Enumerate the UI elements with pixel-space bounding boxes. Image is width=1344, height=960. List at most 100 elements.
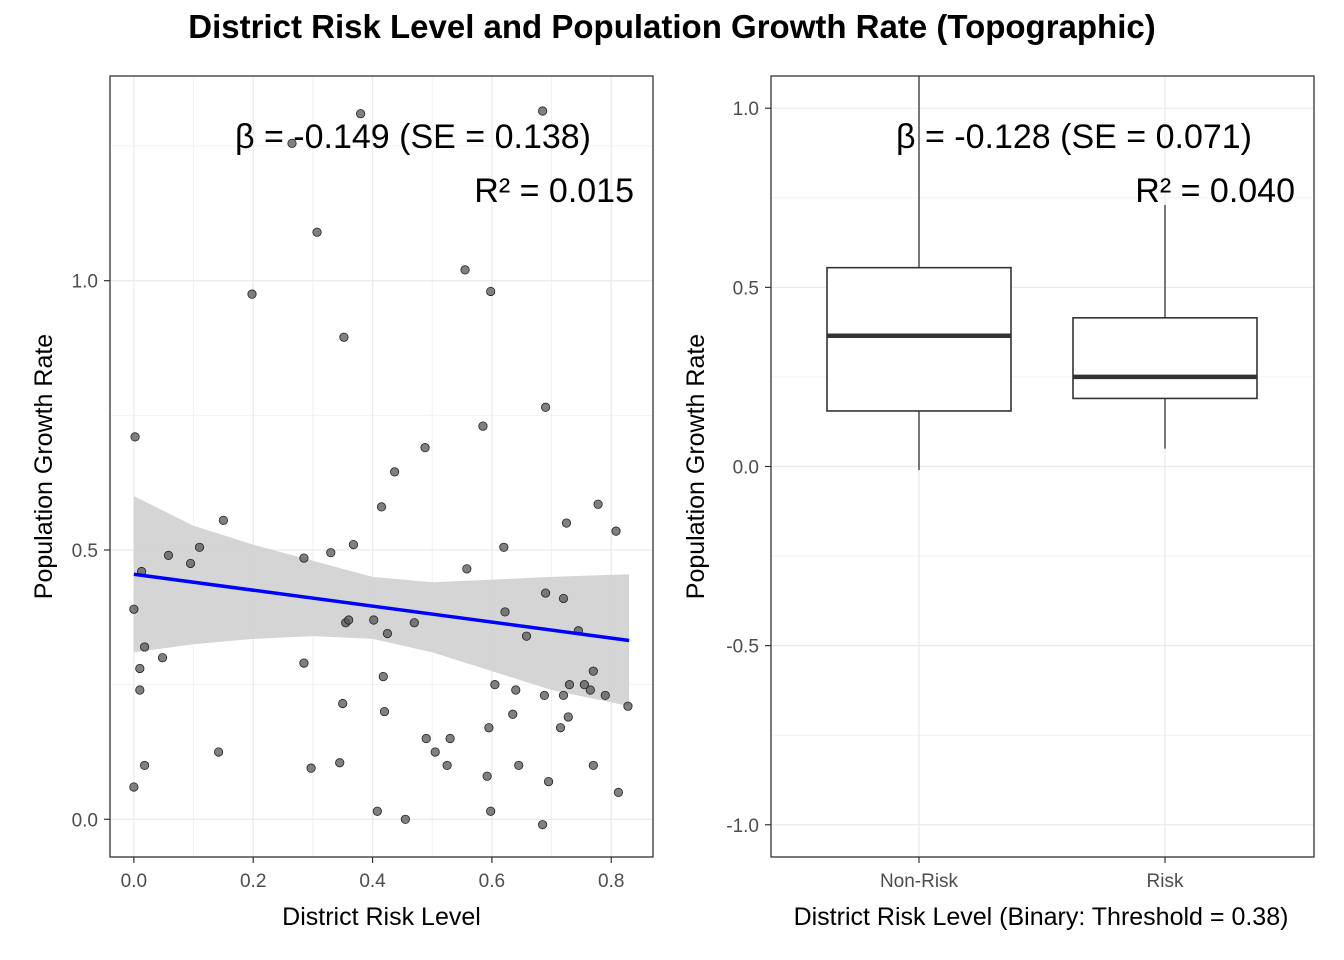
data-point <box>130 432 140 442</box>
data-point <box>379 706 390 717</box>
data-point <box>344 615 354 625</box>
data-point <box>490 680 500 690</box>
data-point <box>540 402 551 412</box>
data-point <box>486 806 496 816</box>
data-point <box>588 666 598 676</box>
data-point <box>135 663 145 674</box>
data-point <box>338 698 348 709</box>
data-point <box>378 671 388 682</box>
data-point <box>140 760 150 771</box>
data-point <box>564 680 575 690</box>
data-point <box>326 548 336 558</box>
data-point <box>339 332 349 342</box>
boxplot-panel: -1.0 -0.5 0.0 0.5 1.0 Non-Risk Risk District Ri… <box>682 75 1315 931</box>
data-point <box>623 701 633 711</box>
data-point <box>543 776 554 787</box>
data-point <box>369 615 379 625</box>
trend-line <box>133 572 630 643</box>
y-tick-label: 0.0 <box>72 810 98 831</box>
data-point <box>588 760 598 771</box>
data-point <box>312 227 322 237</box>
data-point <box>539 690 550 701</box>
y-tick-label: 1.0 <box>733 99 759 120</box>
y-tick-label: 0.5 <box>72 541 98 562</box>
x-tick-label: 0.8 <box>598 871 624 892</box>
y-axis-title: Population Growth Rate <box>682 334 710 599</box>
data-point <box>445 733 455 744</box>
box <box>1072 317 1258 400</box>
r-squared-annotation: R² = 0.015 <box>474 172 634 210</box>
x-tick-label: Risk <box>1147 871 1184 892</box>
data-point <box>157 653 168 663</box>
data-point <box>514 760 524 771</box>
y-axis-title: Population Growth Rate <box>30 334 58 599</box>
data-point <box>460 265 470 275</box>
data-point <box>593 499 603 509</box>
data-point <box>579 680 589 690</box>
data-point <box>585 685 595 695</box>
data-point <box>478 421 488 431</box>
data-point <box>563 712 573 722</box>
data-point <box>486 286 496 297</box>
data-point <box>555 723 566 733</box>
data-point <box>421 733 431 744</box>
data-point <box>372 806 382 816</box>
data-point <box>163 550 174 560</box>
data-point <box>135 685 145 695</box>
x-tick-label: 0.2 <box>240 871 266 892</box>
data-point <box>400 814 410 824</box>
beta-annotation: β = -0.149 (SE = 0.138) <box>235 118 591 156</box>
y-tick-label: -1.0 <box>726 816 759 837</box>
x-tick-label: 0.0 <box>121 871 147 892</box>
data-point <box>462 564 472 574</box>
x-tick-label: Non-Risk <box>880 871 959 892</box>
x-tick-label: 0.4 <box>359 871 386 892</box>
data-point <box>508 709 518 719</box>
data-point <box>558 593 569 604</box>
data-point <box>335 758 345 768</box>
data-point <box>376 502 387 512</box>
data-point <box>611 526 621 536</box>
y-tick-label: -0.5 <box>726 637 759 658</box>
data-point <box>140 642 150 652</box>
data-point <box>194 542 205 552</box>
data-point <box>521 631 532 641</box>
data-point <box>500 607 510 617</box>
data-point <box>185 558 196 569</box>
data-point <box>538 820 548 830</box>
data-point <box>613 787 623 797</box>
data-point <box>484 723 494 733</box>
x-axis-title: District Risk Level (Binary: Threshold =… <box>794 903 1289 931</box>
data-point <box>382 628 393 639</box>
data-point <box>499 542 509 552</box>
data-point <box>511 685 521 695</box>
data-point <box>306 763 316 773</box>
beta-annotation: β = -0.128 (SE = 0.071) <box>896 118 1252 156</box>
data-point <box>356 109 366 119</box>
data-point <box>299 553 309 563</box>
data-point <box>558 690 569 701</box>
data-point <box>600 690 610 701</box>
y-tick-label: 1.0 <box>72 272 98 293</box>
y-tick-label: 0.5 <box>733 278 759 299</box>
data-point <box>561 518 572 528</box>
data-point <box>442 760 452 771</box>
y-tick-label: 0.0 <box>733 458 759 479</box>
data-point <box>129 604 139 614</box>
data-point <box>482 771 492 781</box>
scatter-panel: 0.0 0.2 0.4 0.6 0.8 0.0 0.5 1.0 District Risk Le… <box>30 75 654 931</box>
confidence-band <box>133 496 630 707</box>
data-point <box>218 515 228 525</box>
data-point <box>538 106 548 116</box>
data-point <box>420 443 430 453</box>
data-point <box>409 618 419 628</box>
x-tick-label: 0.6 <box>479 871 505 892</box>
panel-border <box>109 75 654 858</box>
r-squared-annotation: R² = 0.040 <box>1135 172 1295 210</box>
x-axis-title: District Risk Level <box>282 903 481 931</box>
data-point <box>430 747 440 757</box>
data-point <box>247 289 257 299</box>
data-point <box>390 467 400 477</box>
data-point <box>540 588 551 598</box>
